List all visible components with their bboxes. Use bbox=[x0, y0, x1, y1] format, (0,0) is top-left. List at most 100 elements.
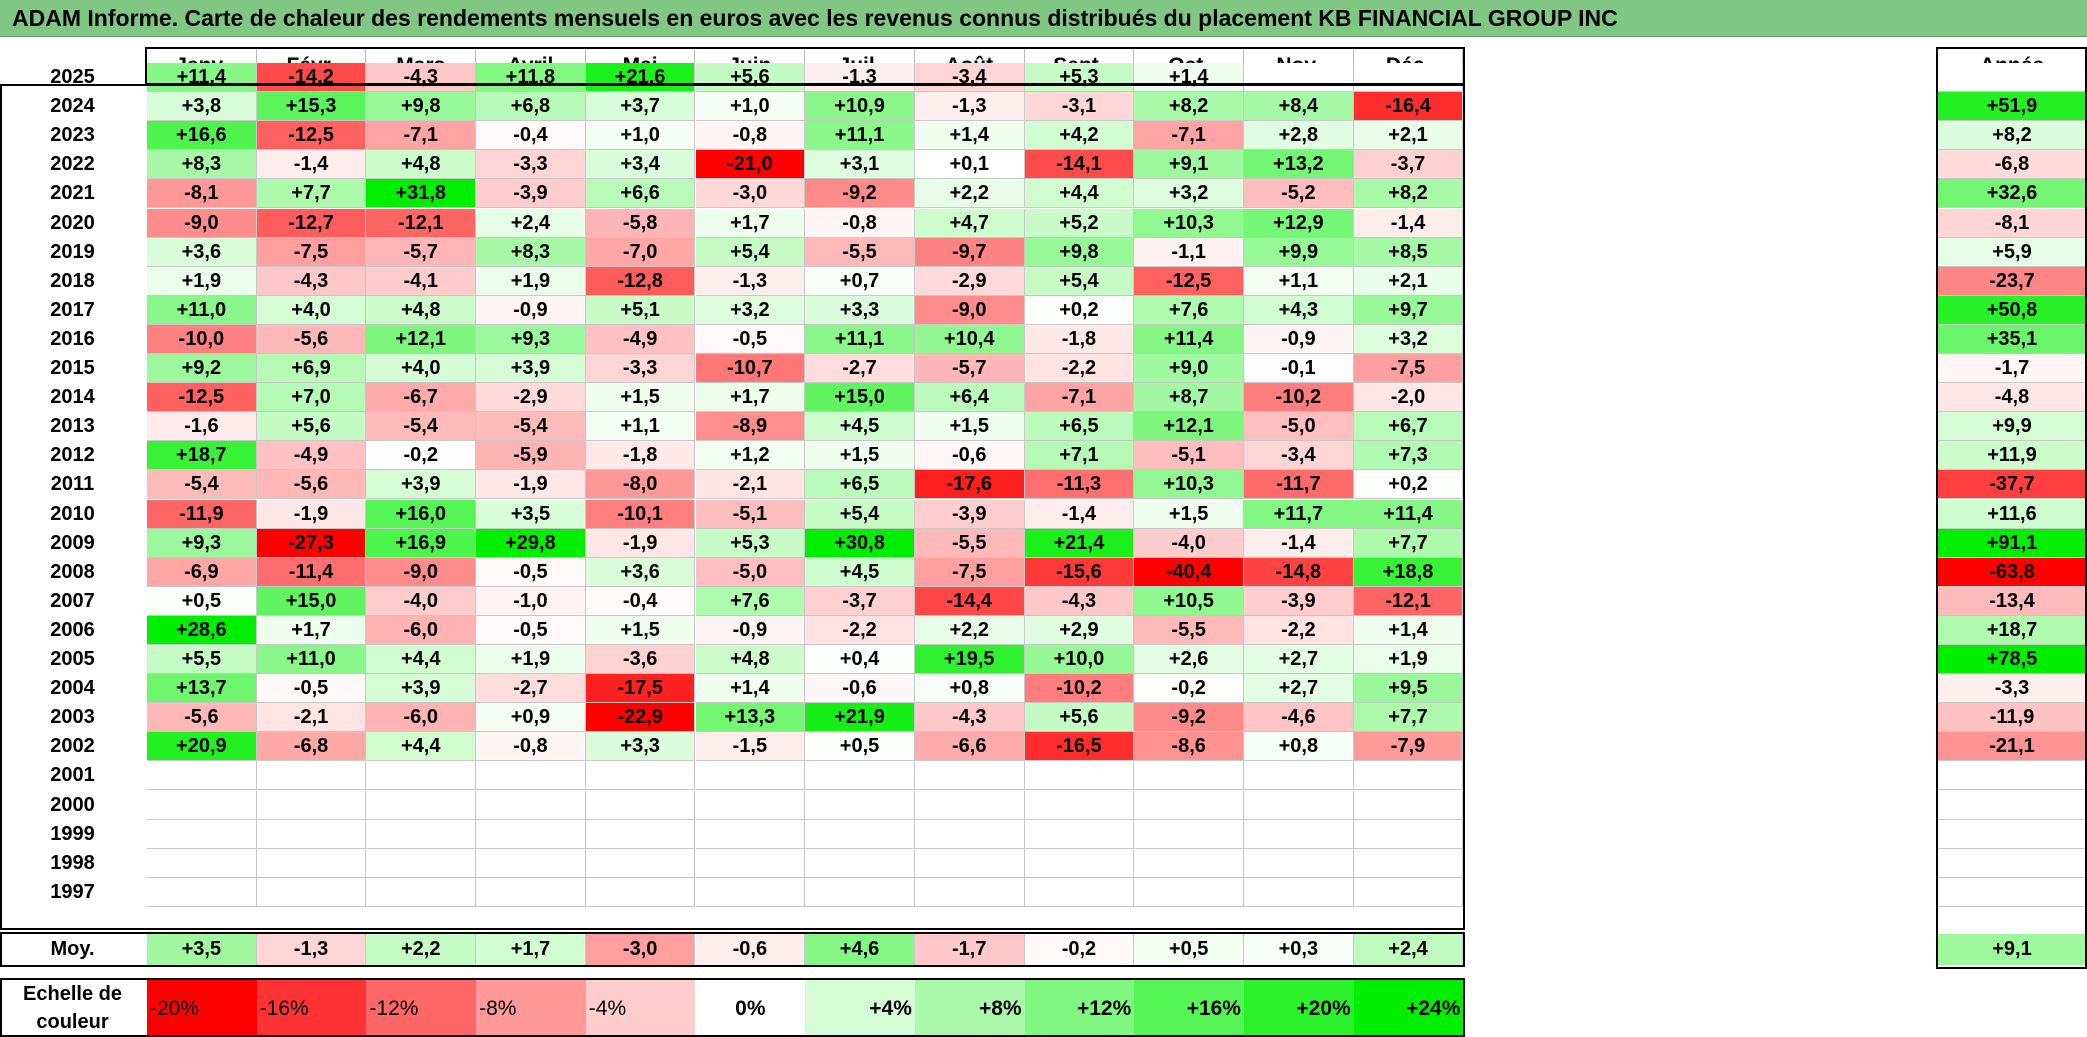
heatmap-cell: +4,8 bbox=[366, 150, 477, 180]
average-cell: -0,6 bbox=[695, 934, 806, 965]
heatmap-cell: -12,5 bbox=[256, 121, 367, 151]
heatmap-cell bbox=[366, 848, 477, 878]
heatmap-cell: -15,6 bbox=[1024, 557, 1135, 587]
heatmap-cell: +2,2 bbox=[914, 615, 1025, 645]
heatmap-cell: -1,3 bbox=[695, 266, 806, 296]
color-scale-label: Echelle de couleur bbox=[23, 983, 122, 1033]
heatmap-cell: -12,1 bbox=[1353, 586, 1464, 616]
heatmap-cell: +11,7 bbox=[1244, 499, 1354, 529]
color-scale-swatch: -20% bbox=[147, 980, 257, 1037]
heatmap-cell: -7,1 bbox=[1024, 383, 1135, 413]
heatmap-cell: +0,2 bbox=[1024, 295, 1135, 325]
row-year-label: 1998 bbox=[50, 851, 95, 874]
heatmap-cell: -5,9 bbox=[476, 441, 586, 471]
heatmap-cell bbox=[805, 848, 915, 878]
heatmap-cell: +6,5 bbox=[805, 470, 915, 500]
annual-cell: -37,7 bbox=[1938, 470, 2086, 500]
heatmap-cell: +21,4 bbox=[1024, 528, 1135, 558]
heatmap-cell: +16,0 bbox=[366, 499, 477, 529]
heatmap-cell: -1,4 bbox=[1244, 528, 1354, 558]
heatmap-cell bbox=[366, 877, 477, 907]
heatmap-cell: +3,9 bbox=[366, 470, 477, 500]
heatmap-cell: +30,8 bbox=[805, 528, 915, 558]
heatmap-cell bbox=[914, 877, 1025, 907]
row-year-label: 2015 bbox=[50, 357, 95, 379]
average-annual-cell: +9,1 bbox=[1938, 934, 2086, 965]
heatmap-cell: -1,3 bbox=[805, 63, 915, 93]
heatmap-cell: +11,4 bbox=[147, 63, 257, 93]
average-cell: -3,0 bbox=[585, 934, 696, 965]
heatmap-cell: +21,9 bbox=[805, 703, 915, 733]
heatmap-cell bbox=[147, 819, 257, 849]
heatmap-cell: -3,7 bbox=[805, 586, 915, 616]
row-year-label: 2022 bbox=[50, 153, 95, 176]
heatmap-cell: +1,7 bbox=[256, 615, 367, 645]
row-year-label: 2021 bbox=[50, 182, 95, 205]
color-scale-swatch: +16% bbox=[1134, 980, 1244, 1037]
annual-cell bbox=[1938, 761, 2086, 791]
heatmap-cell bbox=[1134, 761, 1244, 791]
row-year-label: 2025 bbox=[50, 66, 95, 88]
average-cell: +0,3 bbox=[1244, 934, 1354, 965]
heatmap-cell: +3,4 bbox=[585, 150, 696, 180]
heatmap-cell bbox=[1024, 848, 1135, 878]
heatmap-cell: -0,2 bbox=[1134, 674, 1244, 704]
heatmap-cell bbox=[476, 761, 586, 791]
heatmap-cell: +5,1 bbox=[585, 295, 696, 325]
heatmap-cell bbox=[805, 790, 915, 820]
heatmap-cell: -0,8 bbox=[695, 121, 806, 151]
heatmap-cell: -6,0 bbox=[366, 703, 477, 733]
heatmap-cell: -2,2 bbox=[1024, 354, 1135, 384]
annual-cell bbox=[1938, 63, 2086, 93]
heatmap-cell: +4,7 bbox=[914, 208, 1025, 238]
heatmap-cell: -0,4 bbox=[476, 121, 586, 151]
heatmap-cell: +7,3 bbox=[1353, 441, 1464, 471]
heatmap-cell: -12,5 bbox=[147, 383, 257, 413]
heatmap-cell bbox=[147, 877, 257, 907]
row-year-label: 1999 bbox=[50, 822, 95, 845]
heatmap-cell: -7,5 bbox=[256, 237, 367, 267]
heatmap-cell: -5,6 bbox=[256, 324, 367, 354]
heatmap-cell bbox=[585, 819, 696, 849]
heatmap-cell: +18,8 bbox=[1353, 557, 1464, 587]
heatmap-cell: +15,0 bbox=[805, 383, 915, 413]
color-scale-swatch: -8% bbox=[476, 980, 586, 1037]
heatmap-cell: -3,9 bbox=[476, 179, 586, 209]
heatmap-cell: +8,2 bbox=[1353, 179, 1464, 209]
heatmap-cell: +1,5 bbox=[585, 615, 696, 645]
heatmap-cell: -2,7 bbox=[476, 674, 586, 704]
heatmap-cell: -5,5 bbox=[914, 528, 1025, 558]
heatmap-cell bbox=[476, 790, 586, 820]
heatmap-cell: -5,8 bbox=[585, 208, 696, 238]
heatmap-cell bbox=[805, 761, 915, 791]
heatmap-cell: -2,7 bbox=[805, 354, 915, 384]
average-cell: -0,2 bbox=[1024, 934, 1135, 965]
heatmap-cell: -5,4 bbox=[476, 412, 586, 442]
heatmap-cell: +7,1 bbox=[1024, 441, 1135, 471]
heatmap-cell: +9,8 bbox=[366, 92, 477, 122]
heatmap-cell: +13,7 bbox=[147, 674, 257, 704]
row-year-label: 2013 bbox=[50, 415, 95, 438]
heatmap-cell bbox=[1024, 819, 1135, 849]
heatmap-cell: +4,4 bbox=[366, 645, 477, 675]
heatmap-cell: +1,5 bbox=[805, 441, 915, 471]
heatmap-cell: +3,3 bbox=[585, 732, 696, 762]
heatmap-cell: +3,9 bbox=[366, 674, 477, 704]
heatmap-cell: +8,7 bbox=[1134, 383, 1244, 413]
color-scale-swatch: 0% bbox=[695, 980, 806, 1037]
row-year-label: 2007 bbox=[50, 589, 95, 612]
heatmap-cell: +0,4 bbox=[805, 645, 915, 675]
heatmap-cell: -5,6 bbox=[256, 470, 367, 500]
heatmap-cell: -0,5 bbox=[476, 615, 586, 645]
heatmap-cell: +15,0 bbox=[256, 586, 367, 616]
heatmap-cell: -16,5 bbox=[1024, 732, 1135, 762]
annual-cell: +9,9 bbox=[1938, 412, 2086, 442]
heatmap-cell: +18,7 bbox=[147, 441, 257, 471]
row-year-label: 2008 bbox=[50, 560, 95, 583]
heatmap-cell: +31,8 bbox=[366, 179, 477, 209]
heatmap-cell: +3,8 bbox=[147, 92, 257, 122]
heatmap-cell: +7,0 bbox=[256, 383, 367, 413]
color-scale-swatch: -12% bbox=[366, 980, 477, 1037]
row-year-label: 2020 bbox=[50, 211, 95, 234]
